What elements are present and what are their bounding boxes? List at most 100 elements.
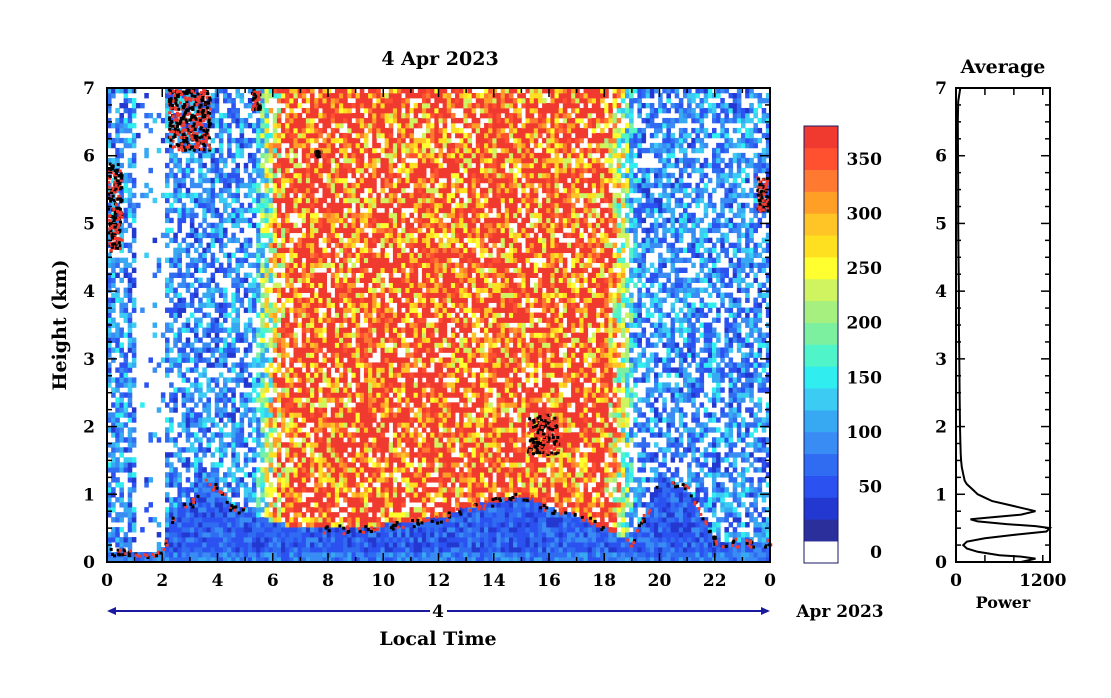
heatmap-cell [127, 412, 133, 418]
heatmap-cell [359, 112, 365, 119]
heatmap-cell [256, 522, 261, 528]
heatmap-cell [243, 502, 249, 508]
heatmap-cell [272, 282, 278, 288]
heatmap-cell [359, 437, 365, 443]
heatmap-cell [127, 282, 133, 288]
heatmap-cell [363, 262, 369, 269]
heatmap-cell [243, 482, 249, 488]
heatmap-cell [235, 432, 240, 438]
heatmap-cell [355, 507, 361, 513]
heatmap-cell [239, 467, 245, 473]
heatmap-cell [252, 162, 257, 169]
heatmap-cell [260, 307, 265, 313]
heatmap-cell [318, 317, 323, 323]
heatmap-cell [119, 127, 124, 134]
heatmap-cell [388, 137, 394, 144]
heatmap-cell [247, 507, 253, 513]
heatmap-cell [260, 532, 265, 538]
heatmap-cell [301, 317, 307, 323]
heatmap-cell [326, 262, 332, 269]
heatmap-cell [111, 282, 116, 288]
heatmap-cell [115, 387, 120, 393]
heatmap-cell [115, 557, 120, 563]
heatmap-cell [355, 552, 361, 558]
heatmap-cell [281, 192, 286, 199]
heatmap-cell [169, 167, 174, 174]
heatmap-cell [305, 472, 311, 478]
heatmap-cell [330, 132, 336, 139]
heatmap-cell [392, 107, 398, 114]
heatmap-cell [276, 297, 282, 303]
heatmap-cell [409, 262, 415, 269]
heatmap-cell [202, 152, 207, 159]
heatmap-cell [119, 162, 124, 169]
heatmap-cell [351, 527, 357, 533]
heatmap-cell [210, 232, 216, 239]
heatmap-cell [206, 502, 211, 508]
heatmap-cell [376, 307, 381, 313]
heatmap-cell [276, 462, 282, 468]
heatmap-cell [339, 107, 344, 114]
heatmap-cell [285, 307, 290, 313]
heatmap-cell [206, 427, 211, 433]
heatmap-cell [392, 117, 398, 124]
heatmap-cell [376, 472, 381, 478]
heatmap-cell [305, 412, 311, 418]
heatmap-cell [318, 407, 323, 413]
heatmap-cell [202, 212, 207, 219]
heatmap-cell [330, 462, 336, 468]
heatmap-cell [181, 107, 187, 114]
heatmap-cell [326, 112, 332, 119]
heatmap-cell [111, 457, 116, 463]
heatmap-cell [210, 387, 216, 393]
heatmap-cell [223, 88, 228, 94]
heatmap-cell [194, 417, 199, 423]
heatmap-cell [388, 197, 394, 204]
heatmap-cell [301, 382, 307, 388]
heatmap-cell [239, 517, 245, 523]
heatmap-cell [202, 537, 207, 543]
heatmap-cell [314, 122, 319, 129]
heatmap-cell [339, 267, 344, 274]
heatmap-cell [405, 88, 410, 94]
heatmap-cell [413, 352, 419, 358]
heatmap-cell [235, 517, 240, 523]
heatmap-cell [285, 247, 290, 254]
heatmap-cell [314, 327, 319, 333]
heatmap-cell [413, 487, 419, 493]
heatmap-cell [285, 292, 290, 298]
heatmap-cell [376, 437, 381, 443]
heatmap-cell [405, 117, 410, 124]
heatmap-cell [177, 252, 182, 259]
heatmap-cell [293, 412, 299, 418]
heatmap-cell [334, 387, 340, 393]
heatmap-cell [392, 372, 398, 378]
heatmap-cell [355, 217, 361, 224]
heatmap-cell [351, 112, 357, 119]
heatmap-cell [111, 447, 116, 453]
heatmap-cell [363, 452, 369, 458]
heatmap-cell [260, 497, 265, 503]
heatmap-cell [260, 322, 265, 328]
heatmap-cell [289, 107, 294, 114]
heatmap-cell [235, 212, 240, 219]
heatmap-cell [368, 97, 373, 104]
heatmap-cell [268, 552, 274, 558]
heatmap-cell [264, 342, 269, 348]
heatmap-cell [127, 322, 133, 328]
heatmap-cell [326, 242, 332, 249]
heatmap-cell [107, 257, 112, 264]
heatmap-cell [131, 212, 137, 219]
heatmap-cell [318, 557, 323, 563]
heatmap-cell [165, 557, 170, 563]
heatmap-cell [376, 237, 381, 244]
heatmap-cell [355, 337, 361, 343]
heatmap-cell [260, 492, 265, 498]
heatmap-cell [413, 322, 419, 328]
heatmap-cell [107, 282, 112, 288]
heatmap-cell [293, 187, 299, 194]
heatmap-cell [397, 157, 402, 164]
heatmap-cell [359, 517, 365, 523]
heatmap-cell [372, 152, 377, 159]
heatmap-cell [376, 202, 381, 209]
